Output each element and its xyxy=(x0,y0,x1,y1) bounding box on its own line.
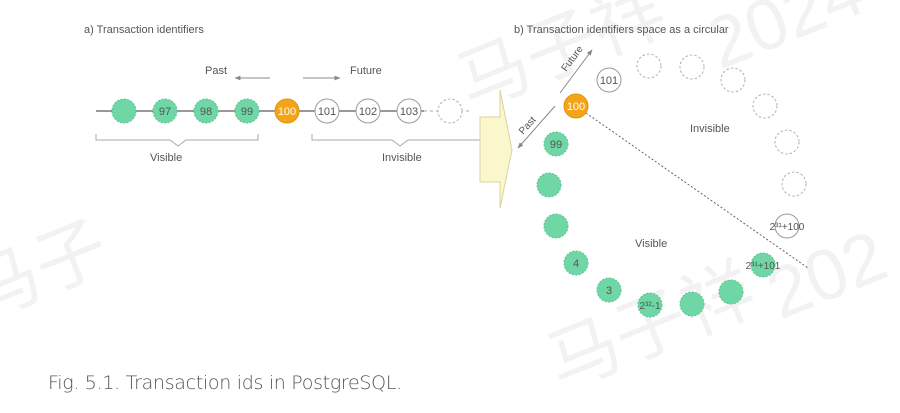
ring-node-3-circle xyxy=(720,67,746,93)
ring-node-7-circle xyxy=(774,213,800,239)
ring-node-10-circle xyxy=(679,291,705,317)
ring-node-17: 100 xyxy=(563,93,589,119)
linear-node-5: 101 xyxy=(314,98,340,124)
visible-brace xyxy=(95,134,259,147)
ring-node-1 xyxy=(636,53,662,79)
ring-node-4 xyxy=(752,93,778,119)
linear-node-4: 100 xyxy=(274,98,300,124)
watermark-text-2: 2024 xyxy=(696,0,874,85)
linear-node-4-label: 100 xyxy=(278,106,296,118)
linear-node-1-label: 97 xyxy=(159,106,171,118)
panel-b-circular: b) Transaction identifiers space as a ci… xyxy=(514,24,809,318)
ring-node-14-circle xyxy=(543,213,569,239)
ring-node-12-label: 3 xyxy=(606,285,612,297)
ring-node-2-circle xyxy=(679,54,705,80)
ring-node-5 xyxy=(774,129,800,155)
ring-node-17-circle xyxy=(563,93,589,119)
ring-node-17-label: 100 xyxy=(567,101,585,113)
future-label: Future xyxy=(350,65,382,77)
linear-node-5-label: 101 xyxy=(318,106,336,118)
linear-node-7: 103 xyxy=(396,98,422,124)
linear-node-2: 98 xyxy=(193,98,219,124)
watermark-text-5: 马子 xyxy=(0,207,120,335)
ring-node-4-circle xyxy=(752,93,778,119)
ring-node-14 xyxy=(543,213,569,239)
ring-node-13: 4 xyxy=(563,250,589,276)
linear-node-4-circle xyxy=(274,98,300,124)
ring-node-9 xyxy=(718,279,744,305)
linear-node-3: 99 xyxy=(234,98,260,124)
ring-node-9-circle xyxy=(718,279,744,305)
ring-node-16-circle xyxy=(543,131,569,157)
ring-node-8-label: 2³¹+101 xyxy=(746,261,781,272)
ring-node-11-label: 2³²-1 xyxy=(639,301,661,312)
circle-visible-label: Visible xyxy=(635,238,667,250)
visible-label: Visible xyxy=(150,152,182,164)
ring-node-5-circle xyxy=(774,129,800,155)
ring-node-7-label: 2³¹+100 xyxy=(770,222,805,233)
transition-arrow xyxy=(479,89,513,209)
circle-invisible-label: Invisible xyxy=(690,123,730,135)
past-label: Past xyxy=(205,65,227,77)
linear-node-5-circle xyxy=(314,98,340,124)
linear-node-6-label: 102 xyxy=(359,106,377,118)
linear-node-7-circle xyxy=(396,98,422,124)
linear-node-6: 102 xyxy=(355,98,381,124)
panel-b-label: b) Transaction identifiers space as a ci… xyxy=(514,24,729,36)
panel-a-linear: a) Transaction identifiers Past Future 9… xyxy=(84,24,491,164)
figure-caption: Fig. 5.1. Transaction ids in PostgreSQL. xyxy=(48,372,402,394)
ring-node-6-circle xyxy=(781,171,807,197)
circle-past-arrow xyxy=(517,105,556,149)
ring-node-2 xyxy=(679,54,705,80)
ring-node-7: 2³¹+100 xyxy=(770,213,805,239)
divider-dotted-line xyxy=(585,112,809,269)
linear-node-1: 97 xyxy=(152,98,178,124)
circle-future-arrow xyxy=(559,49,593,94)
linear-node-8 xyxy=(437,98,463,124)
circular-node-ring: 101 2³¹+100 2³¹+101 2³²-1 3 4 99 100 xyxy=(536,53,807,318)
linear-node-3-label: 99 xyxy=(241,106,253,118)
linear-node-7-label: 103 xyxy=(400,106,418,118)
linear-node-8-circle xyxy=(437,98,463,124)
ring-node-11-circle xyxy=(637,292,663,318)
ring-node-16-label: 99 xyxy=(550,139,562,151)
linear-node-2-label: 98 xyxy=(200,106,212,118)
linear-node-1-circle xyxy=(152,98,178,124)
ring-node-16: 99 xyxy=(543,131,569,157)
ring-node-11: 2³²-1 xyxy=(637,292,663,318)
circle-past-label: Past xyxy=(517,115,539,137)
ring-node-8-circle xyxy=(750,252,776,278)
linear-node-6-circle xyxy=(355,98,381,124)
ring-node-10 xyxy=(679,291,705,317)
ring-node-8: 2³¹+101 xyxy=(746,252,781,278)
linear-node-2-circle xyxy=(193,98,219,124)
watermark: 马子祥 2024 马子祥 202 马子 xyxy=(0,0,897,405)
linear-node-0 xyxy=(111,98,137,124)
ring-node-3 xyxy=(720,67,746,93)
ring-node-6 xyxy=(781,171,807,197)
ring-node-15-circle xyxy=(536,172,562,198)
ring-node-0: 101 xyxy=(596,67,622,93)
panel-a-label: a) Transaction identifiers xyxy=(84,24,204,36)
linear-node-row: 97 98 99 100 101 102 103 xyxy=(111,98,463,124)
linear-node-3-circle xyxy=(234,98,260,124)
ring-node-1-circle xyxy=(636,53,662,79)
invisible-brace xyxy=(311,134,491,147)
invisible-label: Invisible xyxy=(382,152,422,164)
ring-node-0-label: 101 xyxy=(600,75,618,87)
ring-node-12-circle xyxy=(596,277,622,303)
ring-node-13-label: 4 xyxy=(573,258,579,270)
ring-node-0-circle xyxy=(596,67,622,93)
ring-node-12: 3 xyxy=(596,277,622,303)
ring-node-15 xyxy=(536,172,562,198)
ring-node-13-circle xyxy=(563,250,589,276)
linear-node-0-circle xyxy=(111,98,137,124)
